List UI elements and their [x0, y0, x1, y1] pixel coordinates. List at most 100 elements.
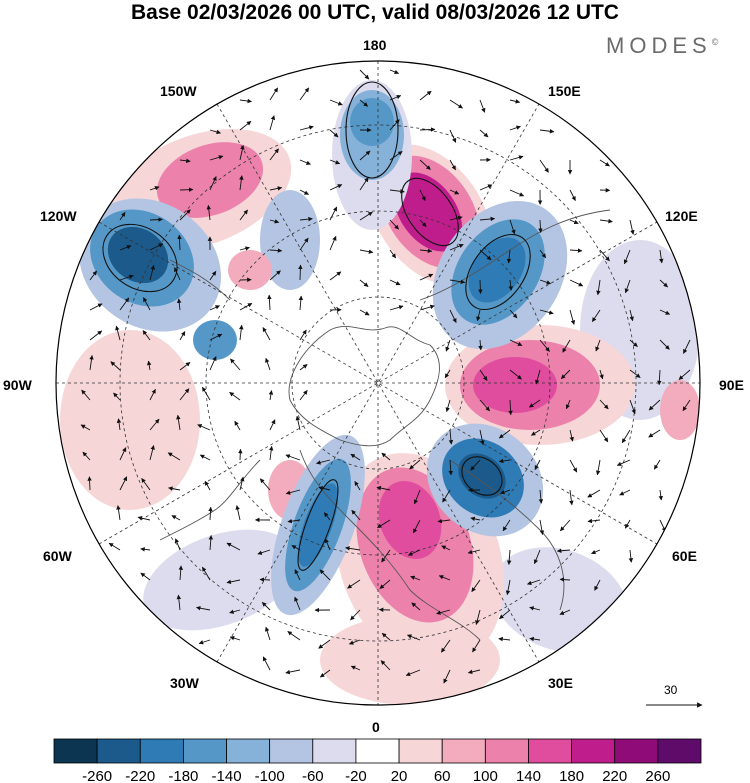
streamline-contour [401, 177, 459, 247]
streamline-contour [461, 456, 503, 496]
wind-vector [119, 212, 126, 221]
wind-vector [569, 189, 576, 202]
wind-vector [479, 429, 485, 446]
wind-vector [529, 606, 541, 611]
wind-vector [498, 429, 511, 439]
wind-vector [285, 489, 301, 495]
wind-vector [438, 575, 451, 581]
wind-vector [659, 249, 664, 264]
colorbar-box [398, 738, 443, 764]
wind-vector [110, 361, 121, 371]
wind-vector [419, 248, 433, 254]
wind-vector [359, 69, 370, 80]
wind-vector [287, 518, 301, 524]
lon-label-120e: 120E [665, 208, 698, 224]
wind-vector [323, 512, 331, 521]
wind-vector [119, 274, 134, 281]
wind-vector [359, 150, 371, 161]
wind-vector [201, 566, 211, 581]
lon-label-180: 180 [363, 37, 387, 53]
wind-vector [119, 297, 130, 311]
wind-vector [359, 249, 374, 254]
wind-vector [269, 270, 281, 281]
ne-positive-anomaly [393, 172, 463, 252]
wind-vector [204, 480, 211, 491]
wind-vector [209, 129, 221, 135]
wind-vector [509, 125, 521, 131]
wind-vector [412, 519, 421, 534]
wind-vector [467, 669, 481, 675]
wind-vector [472, 639, 481, 653]
wind-vector [108, 542, 121, 551]
wind-vector [318, 639, 331, 649]
wind-vector [89, 270, 98, 281]
brand-name: MODES [606, 33, 712, 58]
wind-vector [410, 575, 421, 581]
wind-vector [595, 339, 601, 352]
wind-vector [539, 249, 547, 259]
wind-vector [448, 429, 454, 445]
colorbar-box [96, 738, 141, 764]
wind-vector [178, 565, 184, 581]
wind-vector [389, 219, 399, 230]
wind-vector [89, 355, 94, 371]
wind-vector [209, 333, 223, 341]
wind-vector [80, 424, 91, 431]
wind-vector [657, 369, 662, 386]
wind-vector [389, 279, 401, 286]
se-negative-anomaly [458, 453, 506, 499]
streamline-contour [345, 81, 399, 179]
colorbar-tick-label: 20 [391, 768, 408, 783]
colorbar-box [226, 738, 271, 764]
wind-vector [329, 235, 337, 251]
wind-vector [87, 476, 92, 491]
wind-vector [479, 369, 488, 381]
colorbar-box [441, 738, 486, 764]
wind-vector [298, 295, 304, 311]
colorbar-box [614, 738, 659, 764]
wind-vector [445, 339, 451, 352]
wind-vector [359, 309, 370, 316]
wind-vector [345, 546, 361, 551]
reference-vector-label: 30 [664, 683, 678, 697]
wind-vector [436, 609, 451, 615]
anomaly-patch [60, 330, 200, 510]
wind-vector [269, 148, 279, 161]
wind-vector [509, 219, 516, 235]
wind-vector [197, 424, 211, 431]
colorbar-tick-label: -60 [302, 768, 324, 783]
wind-vector [149, 243, 164, 251]
wind-vector [119, 245, 132, 251]
wind-vector [569, 489, 574, 506]
wind-vector [294, 569, 301, 581]
colorbar-tick-label: -140 [212, 768, 242, 783]
lon-label-90e: 90E [719, 377, 744, 393]
wind-vector [209, 356, 217, 371]
wind-vector [167, 452, 181, 461]
wind-vector [359, 177, 369, 191]
wind-vector [179, 388, 190, 401]
lon-label-150e: 150E [548, 83, 581, 99]
wind-vector [534, 459, 541, 471]
wind-vector [82, 451, 91, 461]
wind-vector [299, 329, 307, 341]
wind-vector [146, 360, 152, 371]
wind-vector [529, 636, 541, 642]
streamlines [102, 81, 531, 571]
wind-vector [419, 127, 436, 132]
wind-vector [389, 305, 404, 311]
colorbar-box [355, 738, 400, 764]
wind-vector [179, 209, 191, 221]
wind-vector [619, 489, 631, 496]
wind-vector [478, 339, 483, 351]
wind-vector [526, 579, 541, 586]
wind-vector [683, 339, 691, 354]
wind-vector [377, 519, 391, 529]
wind-vector [506, 549, 512, 566]
wind-vector [659, 339, 670, 350]
wind-vector [299, 237, 309, 251]
wind-vector [262, 327, 271, 341]
wind-vector [498, 636, 511, 642]
wind-vector [262, 656, 271, 671]
wind-vector [594, 579, 601, 591]
